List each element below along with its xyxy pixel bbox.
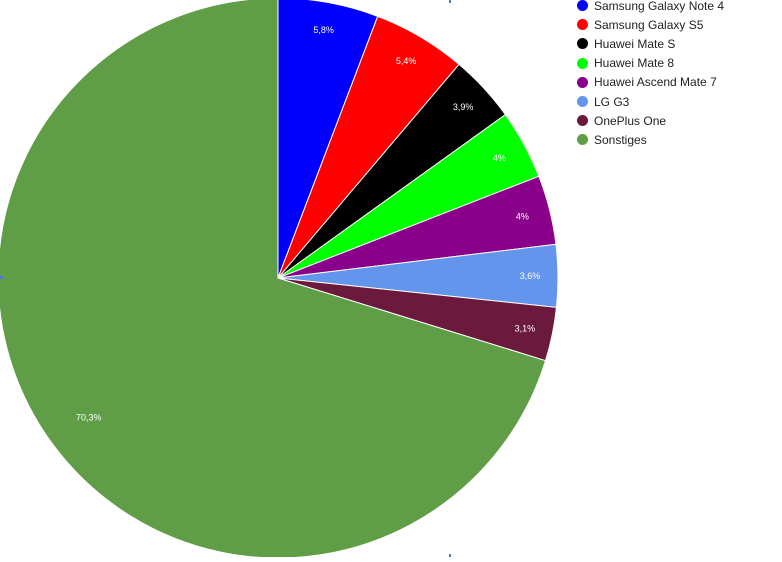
legend-item-huawei-mate-s: Huawei Mate S [577,34,724,53]
legend: Samsung Galaxy Note 4 Samsung Galaxy S5 Hu… [577,0,724,150]
legend-item-sonstiges: Sonstiges [577,130,724,149]
slice-label-samsung-galaxy-s5: 5,4% [396,56,417,66]
slice-label-samsung-galaxy-note-4: 5,8% [313,25,334,35]
legend-item-lg-g3: LG G3 [577,92,724,111]
legend-label: LG G3 [594,94,630,109]
slice-label-huawei-mate-s: 3,9% [453,102,474,112]
slice-label-huawei-mate-8: 4% [493,153,506,163]
slice-label-sonstiges: 70,3% [76,413,102,423]
legend-label: Sonstiges [594,132,647,147]
legend-swatch-icon [577,76,588,88]
legend-item-samsung-galaxy-note-4: Samsung Galaxy Note 4 [577,0,724,15]
legend-item-oneplus-one: OnePlus One [577,111,724,130]
legend-swatch-icon [577,115,588,127]
frame-marker-top [449,0,451,3]
legend-label: Samsung Galaxy Note 4 [594,0,725,13]
slice-label-huawei-ascend-mate-7: 4% [516,212,529,222]
slices-layer [0,0,559,559]
legend-swatch-icon [577,57,588,69]
legend-label: Samsung Galaxy S5 [594,17,704,32]
legend-swatch-icon [577,0,588,12]
slice-label-oneplus-one: 3,1% [515,324,536,334]
frame-marker-bottom [449,554,451,557]
legend-item-huawei-mate-8: Huawei Mate 8 [577,54,724,73]
legend-label: Huawei Mate S [594,36,676,51]
legend-label: OnePlus One [594,113,667,128]
frame-marker-left [0,276,3,279]
legend-swatch-icon [577,19,588,31]
legend-item-samsung-galaxy-s5: Samsung Galaxy S5 [577,15,724,34]
legend-label: Huawei Mate 8 [594,56,675,71]
legend-swatch-icon [577,38,588,50]
legend-swatch-icon [577,96,588,108]
legend-item-huawei-ascend-mate-7: Huawei Ascend Mate 7 [577,73,724,92]
pie-slice-sonstiges [0,0,547,559]
legend-label: Huawei Ascend Mate 7 [594,75,717,90]
slice-label-lg-g3: 3,6% [520,271,541,281]
slice-labels-layer: 5,8% 5,4% 3,9% 4% 4% 3,6% 3,1% 70,3% [76,25,540,422]
legend-swatch-icon [577,134,588,146]
